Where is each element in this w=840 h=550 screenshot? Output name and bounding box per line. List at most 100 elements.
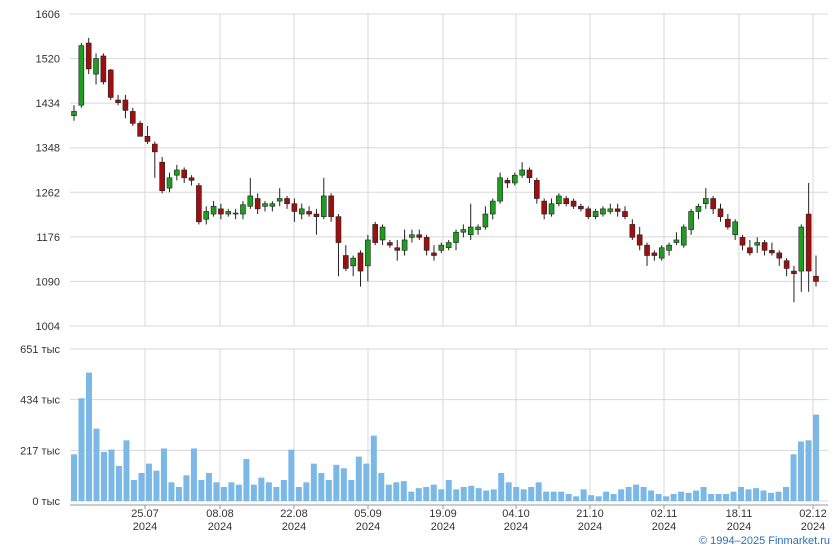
candle-body: [585, 208, 592, 217]
candle-body: [115, 99, 121, 103]
candle-body: [365, 239, 371, 267]
candle-body: [159, 161, 165, 192]
volume-bar: [475, 488, 482, 501]
candle-body: [703, 198, 709, 204]
volume-bar: [745, 489, 752, 501]
volume-bar: [760, 490, 767, 501]
volume-axis-labels: 651 тыс 434 тыс 217 тыс 0 тыс: [20, 344, 60, 508]
volume-bar: [625, 486, 632, 501]
volume-bar: [160, 448, 167, 501]
volume-bar: [378, 472, 385, 501]
candle-body: [783, 260, 790, 269]
candle-body: [541, 200, 547, 215]
volume-bar: [295, 486, 302, 501]
candle-body: [658, 247, 665, 259]
date-axis-labels: 25.07202408.08202422.08202405.09202419.0…: [131, 508, 827, 533]
volume-bar: [280, 479, 287, 501]
volume-bar: [355, 456, 362, 501]
volume-bar: [445, 479, 452, 501]
volume-bar: [715, 493, 722, 501]
volume-bar: [738, 486, 745, 501]
volume-bar: [498, 472, 505, 501]
candle-body: [174, 169, 180, 176]
candle-body: [335, 216, 342, 243]
candle-body: [725, 218, 731, 228]
volume-bar: [723, 493, 730, 501]
candle-body: [600, 208, 606, 215]
candle-body: [497, 177, 503, 202]
price-tick-label: 1004: [36, 321, 60, 333]
volume-bar: [243, 458, 250, 501]
volume-bar: [310, 463, 317, 501]
volume-bar: [768, 492, 775, 501]
volume-bar: [265, 482, 272, 501]
volume-bar: [115, 465, 122, 501]
candle-body: [394, 247, 401, 251]
candle-body: [813, 275, 819, 282]
candle-body: [680, 226, 687, 246]
volume-bar: [460, 486, 467, 501]
volume-bar: [190, 448, 197, 501]
candle-body: [254, 198, 261, 210]
candle-body: [343, 255, 349, 269]
candle-body: [328, 195, 334, 217]
volume-bar: [730, 491, 737, 501]
candle-body: [791, 270, 797, 274]
volume-bar: [640, 486, 647, 501]
year-label: 2024: [504, 521, 528, 533]
candle-body: [614, 208, 621, 212]
candle-body: [710, 198, 716, 210]
candle-body: [387, 242, 393, 246]
candle-body: [431, 252, 437, 256]
volume-bar: [550, 491, 557, 501]
volume-bar: [273, 486, 280, 501]
date-gridlines: [144, 14, 814, 509]
candle-body: [489, 200, 496, 215]
candle-body: [144, 136, 151, 142]
candle-body: [166, 177, 173, 189]
volume-bar: [183, 475, 190, 501]
volume-bar: [573, 496, 580, 501]
volume-bar: [213, 482, 220, 501]
volume-tick-label: 434 тыс: [20, 395, 60, 407]
volume-bar: [205, 472, 212, 501]
volume-bar: [775, 491, 782, 501]
candle-body: [460, 229, 467, 233]
candle-body: [379, 226, 386, 241]
candle-body: [563, 198, 570, 204]
candle-body: [306, 211, 312, 215]
candle-body: [196, 185, 202, 223]
candle-body: [526, 169, 533, 179]
candle-body: [776, 252, 783, 259]
volume-bar: [648, 490, 655, 501]
volume-bar: [123, 440, 130, 501]
volume-bar: [663, 496, 670, 501]
candle-body: [747, 247, 753, 254]
date-label: 04.10: [502, 508, 530, 520]
volume-bar: [258, 477, 265, 501]
volume-bar: [430, 484, 437, 501]
volume-bar: [670, 493, 677, 501]
candle-body: [445, 242, 452, 249]
candle-body: [666, 244, 672, 251]
candle-body: [695, 205, 702, 212]
candle-body: [607, 208, 614, 212]
candle-body: [372, 224, 379, 243]
volume-tick-label: 217 тыс: [20, 445, 60, 457]
volume-bar: [468, 485, 475, 501]
volume-bar: [483, 490, 490, 501]
year-label: 2024: [801, 521, 825, 533]
volume-bar: [71, 454, 77, 501]
candle-body: [453, 231, 459, 243]
volume-bar: [633, 484, 640, 501]
volume-bar: [805, 440, 812, 501]
volume-bar: [108, 449, 115, 501]
candle-body: [203, 211, 210, 220]
candle-body: [592, 211, 599, 217]
candle-body: [805, 213, 812, 272]
volume-bar: [513, 486, 520, 501]
volume-bar: [250, 484, 257, 501]
date-label: 05.09: [354, 508, 382, 520]
candle-body: [761, 242, 768, 251]
candle-body: [78, 45, 85, 106]
